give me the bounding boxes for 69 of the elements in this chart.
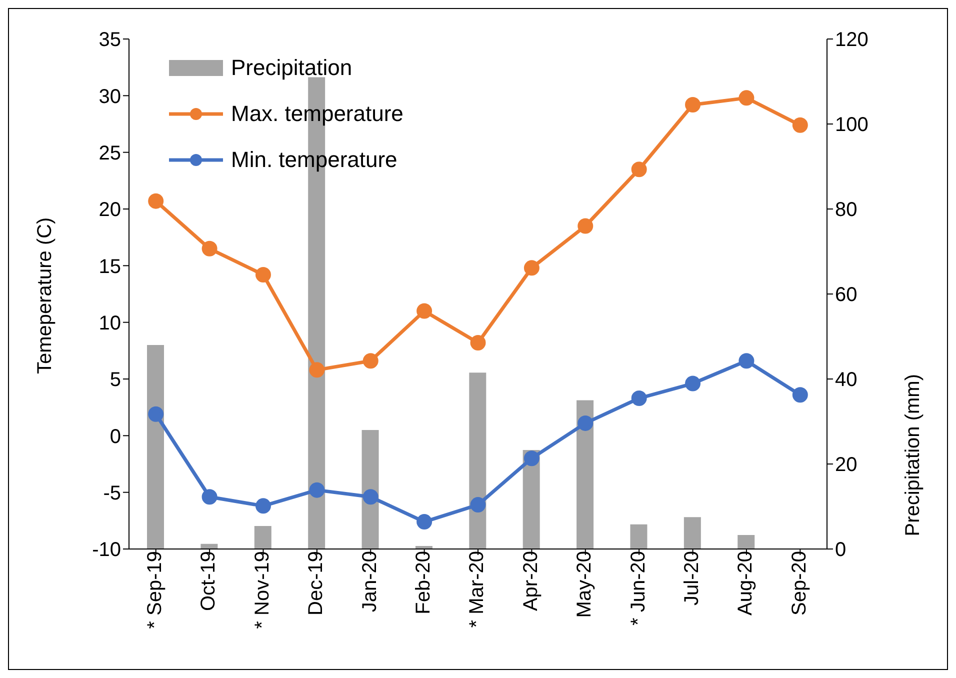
y-tick-label: 25 (98, 142, 121, 164)
point (202, 489, 218, 505)
x-tick-label: * Nov-19 (251, 551, 274, 629)
point (524, 450, 540, 466)
y2-tick-label: 120 (835, 29, 868, 52)
y2-tick-label: 100 (835, 114, 868, 136)
x-tick-label: * Jun-20 (627, 551, 650, 626)
y-tick-label: 15 (98, 256, 121, 278)
point (792, 117, 808, 133)
y2-tick-label: 0 (835, 539, 846, 562)
x-tick-label: Jul-20 (680, 551, 703, 606)
point (792, 387, 808, 403)
point (148, 193, 164, 209)
x-tick-label: Dec-19 (305, 551, 328, 616)
bar (738, 534, 755, 549)
x-tick-label: Apr-20 (520, 551, 542, 612)
x-tick-label: Feb-20 (412, 551, 435, 614)
point (416, 303, 432, 319)
x-tick-label: * Mar-20 (466, 551, 488, 628)
point (470, 334, 486, 350)
legend-label: Min. temperature (231, 146, 398, 174)
point (470, 497, 486, 513)
bar (254, 526, 272, 549)
point (685, 96, 701, 112)
point (309, 362, 325, 378)
point (416, 514, 432, 530)
point (738, 353, 754, 369)
x-tick-label: * Sep-19 (144, 551, 166, 629)
y2-tick-label: 40 (835, 369, 858, 392)
y-tick-label: 35 (98, 29, 121, 52)
bar (362, 430, 379, 549)
y-tick-label: 5 (110, 369, 121, 392)
point (685, 376, 701, 392)
point (148, 406, 164, 422)
point (578, 218, 594, 234)
y-tick-label: -5 (103, 482, 121, 504)
y2-axis-title: Precipitation (mm) (902, 374, 924, 536)
point (309, 482, 325, 498)
y-axis-title: Temeperature (C) (34, 217, 56, 374)
point (524, 260, 540, 276)
y2-tick-label: 60 (835, 284, 858, 306)
bar (576, 400, 594, 549)
y-tick-label: 0 (110, 426, 121, 448)
bar (630, 524, 648, 549)
point (578, 415, 594, 431)
point (362, 353, 378, 369)
y-tick-label: 20 (98, 199, 121, 222)
bar (684, 517, 701, 549)
x-tick-label: May-20 (574, 551, 596, 618)
point (202, 240, 218, 256)
bar (469, 372, 486, 549)
y-tick-label: 30 (98, 86, 121, 108)
y-tick-label: 10 (98, 312, 121, 334)
y2-tick-label: 80 (835, 199, 858, 222)
x-tick-label: Oct-19 (198, 551, 220, 612)
y-tick-label: -10 (92, 539, 121, 562)
point (255, 498, 271, 514)
point (255, 266, 271, 282)
point (631, 390, 647, 406)
bar (147, 345, 164, 549)
x-tick-label: Jan-20 (358, 551, 381, 612)
x-tick-label: Sep-20 (788, 551, 810, 616)
point (362, 489, 378, 505)
legend-label: Max. temperature (231, 100, 404, 128)
point (738, 90, 754, 106)
y2-tick-label: 20 (835, 454, 858, 476)
legend-label: Precipitation (231, 54, 352, 82)
point (631, 162, 647, 178)
x-tick-label: Aug-20 (734, 551, 757, 616)
